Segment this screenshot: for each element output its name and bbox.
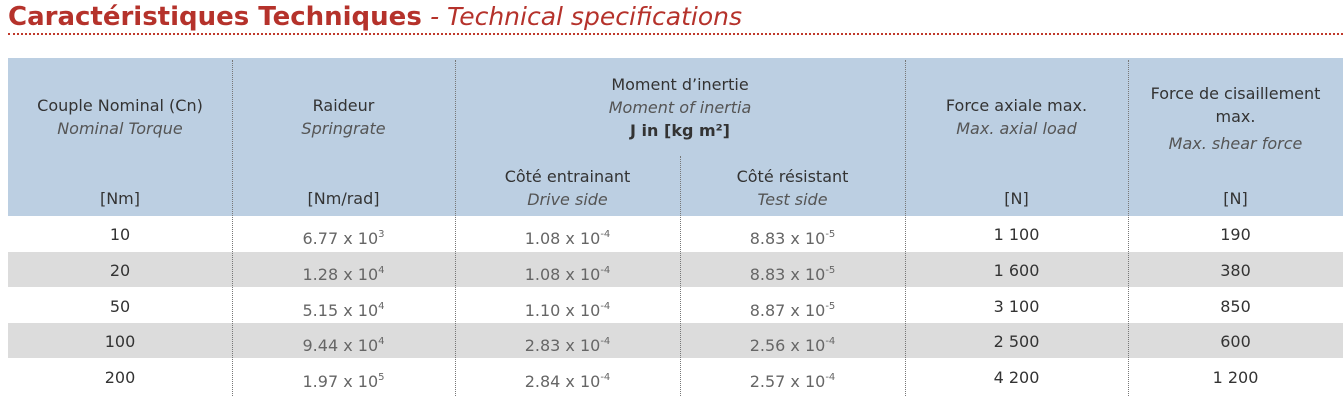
table-cell: 1 200	[1212, 368, 1259, 388]
cell-exponent: -4	[600, 229, 611, 240]
table-row	[8, 216, 1343, 251]
cell-exponent: -4	[825, 372, 836, 384]
column-unit: [N]	[1004, 189, 1029, 208]
table-cell: 6.77 x 103	[232, 223, 455, 250]
group-unit: J in [kg m²]	[630, 121, 730, 140]
group-header: Moment d’inertie	[611, 75, 749, 94]
column-separator	[905, 60, 906, 396]
cell-base: 1.08 x 10	[524, 264, 601, 284]
table-cell: 1.28 x 104	[232, 259, 455, 286]
table-cell: 2.83 x 10-4	[455, 330, 680, 357]
table-cell: 380	[1220, 260, 1251, 280]
table-row	[8, 359, 1343, 395]
cell-exponent: -4	[600, 300, 611, 312]
cell-exponent: -4	[825, 336, 836, 348]
table-cell: 1.10 x 10-4	[455, 295, 680, 322]
dotted-rule	[8, 33, 1343, 35]
table-cell: 600	[1220, 332, 1251, 352]
cell-base: 1.97 x 10	[302, 372, 379, 392]
table-cell: 5.15 x 104	[232, 295, 455, 322]
cell-base: 2.56 x 10	[749, 336, 826, 356]
column-unit: [Nm]	[99, 189, 141, 208]
table-cell: 8.87 x 10-5	[680, 295, 905, 322]
column-unit: [N]	[1223, 189, 1248, 208]
cell-base: 2.84 x 10	[524, 372, 601, 392]
table-row	[8, 251, 1343, 287]
table-cell: 3 100	[993, 296, 1040, 316]
table-cell: 850	[1220, 296, 1251, 316]
table-cell: 10	[109, 225, 131, 244]
cell-base: 8.87 x 10	[749, 300, 826, 320]
cell-exponent: -5	[825, 300, 836, 312]
table-cell: 190	[1220, 225, 1251, 244]
table-cell: 2.57 x 10-4	[680, 366, 905, 393]
column-separator	[455, 60, 456, 396]
column-header-en: Max. shear force	[1168, 134, 1303, 153]
group-header-en: Moment of inertia	[608, 98, 752, 117]
table-cell: 1.97 x 105	[232, 366, 455, 393]
table-cell: 1 100	[993, 225, 1040, 244]
cell-exponent: 4	[378, 336, 385, 348]
column-separator	[232, 60, 233, 396]
column-header: Force de cisaillement max.	[1150, 84, 1321, 126]
cell-base: 1.28 x 10	[302, 264, 379, 284]
sub-header: Côté résistant	[736, 167, 849, 186]
cell-base: 8.83 x 10	[749, 264, 826, 284]
column-header: Raideur	[312, 96, 375, 115]
cell-base: 5.15 x 10	[302, 300, 379, 320]
title-line: Caractéristiques Techniques - Technical …	[8, 2, 742, 32]
column-header: Force axiale max.	[945, 96, 1088, 115]
cell-exponent: 3	[378, 229, 385, 240]
table-row	[8, 323, 1343, 359]
sub-header-en: Test side	[757, 190, 828, 209]
table-header	[8, 58, 1343, 216]
cell-exponent: -5	[825, 229, 836, 240]
cell-exponent: -4	[600, 264, 611, 276]
cell-exponent: 5	[378, 372, 385, 384]
title: Caractéristiques Techniques	[8, 2, 422, 32]
sub-header-en: Drive side	[527, 190, 608, 209]
table-cell: 200	[104, 368, 136, 388]
column-header-en: Springrate	[301, 119, 386, 138]
cell-exponent: -5	[825, 264, 836, 276]
table-cell: 2.56 x 10-4	[680, 330, 905, 357]
table-cell: 1.08 x 10-4	[455, 259, 680, 286]
table-cell: 8.83 x 10-5	[680, 259, 905, 286]
cell-base: 2.83 x 10	[524, 336, 601, 356]
table-cell: 100	[104, 332, 136, 352]
column-separator	[680, 156, 681, 396]
cell-exponent: 4	[378, 300, 385, 312]
table-cell: 2 500	[993, 332, 1040, 352]
cell-exponent: 4	[378, 264, 385, 276]
cell-base: 6.77 x 10	[302, 229, 379, 248]
column-header-en: Nominal Torque	[57, 119, 183, 138]
sub-header: Côté entrainant	[504, 167, 631, 186]
cell-base: 9.44 x 10	[302, 336, 379, 356]
table-cell: 1.08 x 10-4	[455, 223, 680, 250]
table-row	[8, 287, 1343, 323]
table-cell: 1 600	[993, 260, 1040, 280]
column-header-en: Max. axial load	[956, 119, 1077, 138]
column-unit: [Nm/rad]	[307, 189, 380, 208]
table-cell: 50	[109, 296, 131, 316]
cell-base: 1.10 x 10	[524, 300, 601, 320]
table-cell: 8.83 x 10-5	[680, 223, 905, 250]
table-cell: 9.44 x 104	[232, 330, 455, 357]
subtitle: - Technical specifications	[430, 2, 743, 31]
cell-exponent: -4	[600, 372, 611, 384]
table-cell: 2.84 x 10-4	[455, 366, 680, 393]
table-cell: 4 200	[993, 368, 1040, 388]
table-cell: 20	[109, 260, 131, 280]
cell-exponent: -4	[600, 336, 611, 348]
cell-base: 1.08 x 10	[524, 229, 601, 248]
cell-base: 2.57 x 10	[749, 372, 826, 392]
cell-base: 8.83 x 10	[749, 229, 826, 248]
column-separator	[1128, 60, 1129, 396]
column-header: Couple Nominal (Cn)	[37, 96, 203, 115]
